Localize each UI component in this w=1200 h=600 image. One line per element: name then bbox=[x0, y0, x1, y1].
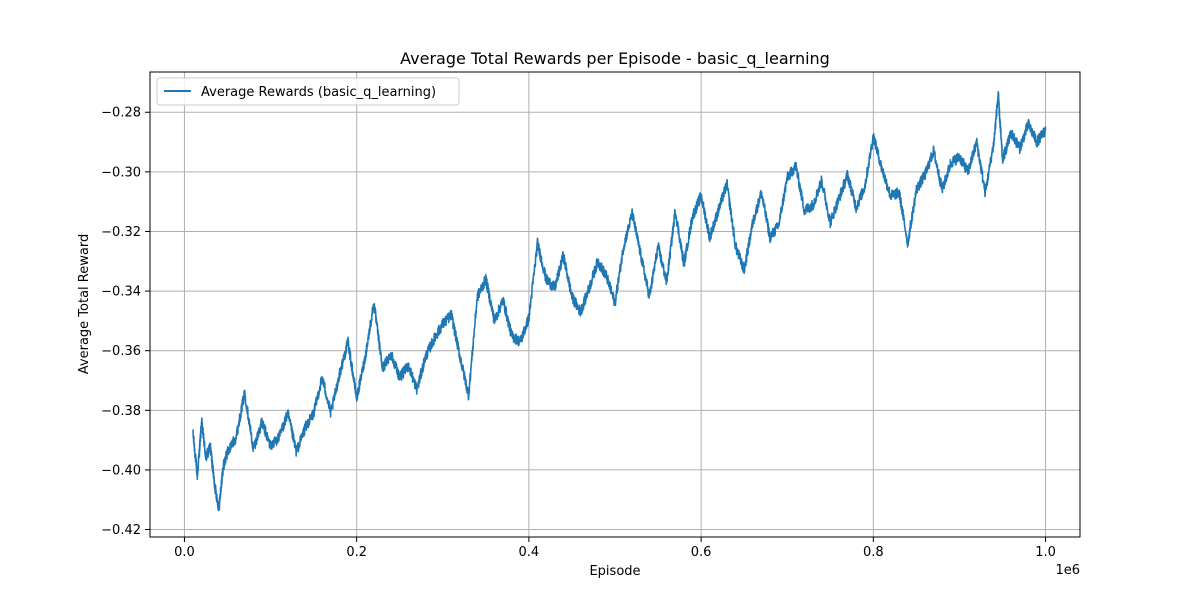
x-tick-label: 0.4 bbox=[519, 545, 540, 560]
x-axis-offset-label: 1e6 bbox=[1055, 563, 1080, 578]
legend-box bbox=[156, 77, 460, 106]
y-tick-label: −0.38 bbox=[101, 404, 141, 419]
y-tick-label: −0.40 bbox=[101, 463, 141, 478]
y-tick-label: −0.34 bbox=[101, 285, 141, 300]
y-tick-label: −0.32 bbox=[101, 225, 141, 240]
y-axis-ticks: −0.42 −0.40 −0.38 −0.36 −0.34 −0.32 −0.30 −0.28 bbox=[101, 106, 150, 538]
series-layer bbox=[192, 90, 1047, 512]
x-axis-ticks: 0.0 0.2 0.4 0.6 0.8 1.0 bbox=[174, 537, 1056, 560]
plot-frame bbox=[149, 71, 1081, 538]
x-tick-label: 0.6 bbox=[691, 545, 712, 560]
x-tick-label: 0.2 bbox=[346, 545, 367, 560]
y-axis-label: Average Total Reward bbox=[77, 234, 92, 374]
legend-label-series-0: Average Rewards (basic_q_learning) bbox=[201, 85, 436, 100]
x-tick-label: 0.8 bbox=[863, 545, 884, 560]
series-line-0 bbox=[192, 90, 1047, 512]
y-tick-label: −0.28 bbox=[101, 106, 141, 121]
x-tick-label: 1.0 bbox=[1035, 545, 1056, 560]
chart-title: Average Total Rewards per Episode - basi… bbox=[400, 49, 830, 69]
x-axis-label: Episode bbox=[589, 564, 640, 579]
legend: Average Rewards (basic_q_learning) bbox=[156, 77, 460, 106]
grid-lines bbox=[150, 72, 1080, 537]
y-tick-label: −0.42 bbox=[101, 523, 141, 538]
y-tick-label: −0.30 bbox=[101, 165, 141, 180]
y-tick-label: −0.36 bbox=[101, 344, 141, 359]
x-tick-label: 0.0 bbox=[174, 545, 195, 560]
